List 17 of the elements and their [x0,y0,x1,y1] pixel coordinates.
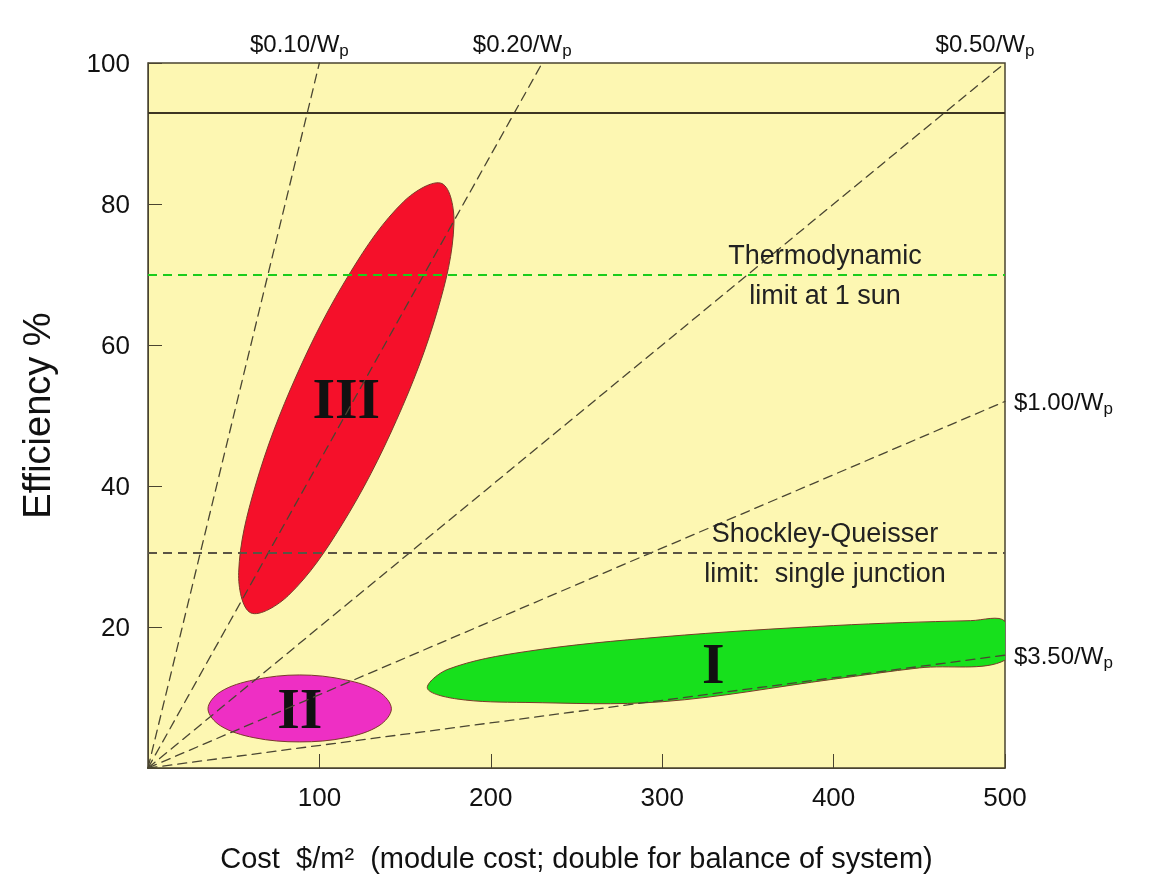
x-tick-label: 200 [469,782,513,812]
series-label: II [277,676,323,742]
series-label: III [312,365,381,431]
x-tick-label: 100 [297,782,342,812]
x-tick-label: 400 [811,782,856,812]
y-tick-label: 40 [101,471,130,501]
y-axis-title: Efficiency % [16,312,58,519]
y-tick-label: 60 [101,330,130,360]
x-tick-label: 300 [640,782,684,812]
series-label: I [702,630,725,696]
x-axis-title: Cost $/m² (module cost; double for balance of system) [220,841,933,874]
x-tick-label: 500 [983,782,1027,812]
y-tick-label: 20 [101,612,130,642]
y-tick-label: 80 [101,189,130,219]
ref-line-label: Shockley-Queisser limit: single junction [704,517,946,588]
ref-line-label: Thermodynamic limit at 1 sun [728,239,922,310]
y-tick-label: 100 [86,48,130,78]
